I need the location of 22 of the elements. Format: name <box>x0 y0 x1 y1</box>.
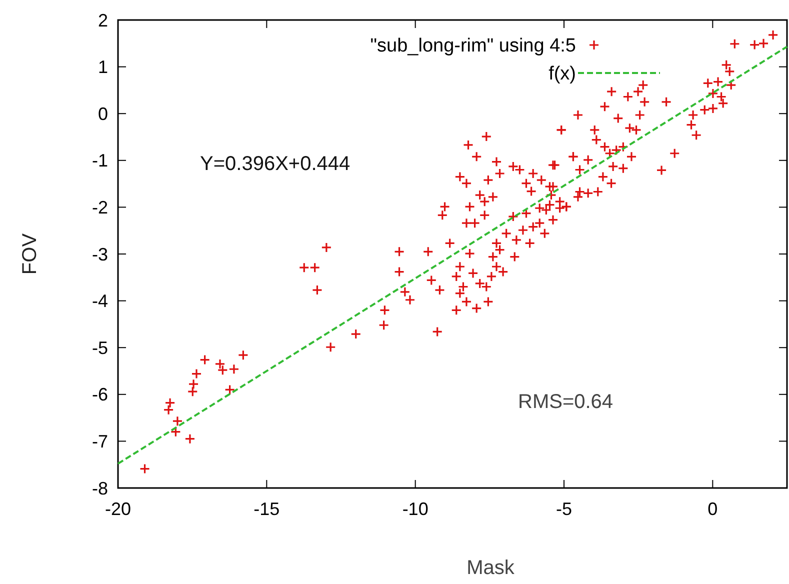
y-tick-label: 1 <box>98 57 108 78</box>
legend-label: f(x) <box>548 64 576 85</box>
y-tick-label: -1 <box>92 150 108 171</box>
x-tick-label: -20 <box>104 499 132 519</box>
y-tick-label: -2 <box>92 198 108 218</box>
y-tick-label: -6 <box>92 384 108 405</box>
y-tick-label: 2 <box>98 10 108 30</box>
annotation: RMS=0.64 <box>518 391 614 413</box>
x-axis-title: Mask <box>466 557 516 579</box>
x-tick-label: -10 <box>402 499 428 519</box>
x-tick-label: -15 <box>254 499 280 519</box>
y-tick-label: -5 <box>92 338 108 358</box>
y-axis-title: FOV <box>19 232 41 275</box>
x-tick-label: -5 <box>556 499 572 519</box>
annotation: Y=0.396X+0.444 <box>200 153 350 175</box>
y-tick-label: -4 <box>92 291 108 312</box>
y-tick-label: -8 <box>92 478 108 498</box>
x-tick-label: 0 <box>708 499 718 519</box>
y-tick-label: -7 <box>92 432 108 452</box>
y-tick-label: 0 <box>98 104 108 124</box>
y-tick-label: -3 <box>92 244 108 264</box>
legend-label: "sub_long-rim" using 4:5 <box>370 36 576 57</box>
